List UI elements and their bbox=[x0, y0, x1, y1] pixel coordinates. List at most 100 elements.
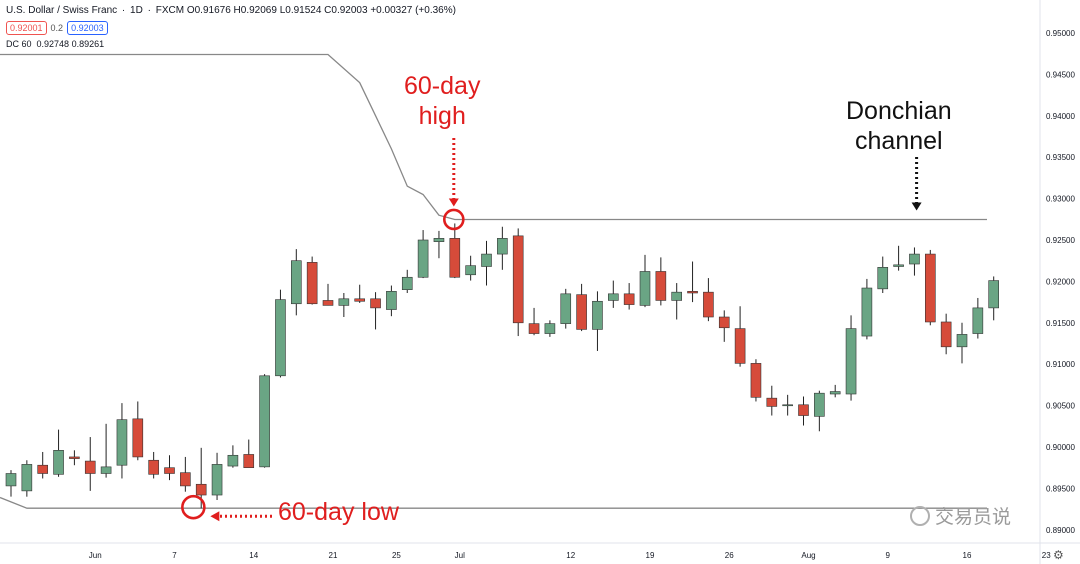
chart-header: U.S. Dollar / Swiss Franc · 1D · FXCM O0… bbox=[6, 5, 456, 16]
candle[interactable] bbox=[290, 249, 302, 316]
candle[interactable] bbox=[497, 226, 508, 270]
candle[interactable] bbox=[116, 403, 128, 479]
candle[interactable] bbox=[132, 401, 144, 461]
candle[interactable] bbox=[53, 429, 64, 477]
x-tick-label: 19 bbox=[646, 551, 655, 560]
candle[interactable] bbox=[5, 470, 17, 497]
bear-candle-body bbox=[449, 238, 461, 278]
candle[interactable] bbox=[671, 283, 683, 320]
candle[interactable] bbox=[306, 256, 318, 305]
y-tick-label: 0.94000 bbox=[1046, 112, 1075, 121]
candle[interactable] bbox=[180, 456, 191, 492]
candle[interactable] bbox=[893, 245, 904, 271]
candle[interactable] bbox=[988, 276, 1000, 321]
y-tick-label: 0.90500 bbox=[1046, 402, 1075, 411]
candle[interactable] bbox=[164, 455, 175, 481]
candle[interactable] bbox=[401, 269, 413, 293]
spread-value: 0.2 bbox=[50, 23, 64, 33]
x-tick-label: Jul bbox=[455, 551, 465, 560]
candle[interactable] bbox=[100, 423, 112, 478]
candle[interactable] bbox=[940, 313, 952, 355]
candle[interactable] bbox=[243, 439, 255, 468]
bull-candle-body bbox=[988, 280, 1000, 309]
candle[interactable] bbox=[322, 283, 334, 306]
candle[interactable] bbox=[354, 284, 366, 303]
bear-candle-body bbox=[718, 316, 730, 329]
x-tick-label: 21 bbox=[329, 551, 338, 560]
bull-candle-body bbox=[227, 454, 239, 467]
candle[interactable] bbox=[829, 384, 841, 398]
bull-candle-body bbox=[544, 323, 556, 334]
candle[interactable] bbox=[592, 291, 603, 351]
candle[interactable] bbox=[750, 359, 762, 402]
candle[interactable] bbox=[766, 385, 778, 416]
ask-price[interactable]: 0.92003 bbox=[67, 21, 108, 35]
bear-candle-body bbox=[132, 418, 144, 458]
candle[interactable] bbox=[861, 278, 873, 340]
candle[interactable] bbox=[338, 292, 350, 318]
candle[interactable] bbox=[560, 288, 572, 329]
candle[interactable] bbox=[449, 223, 461, 279]
candle[interactable] bbox=[909, 247, 920, 276]
bull-candle-body bbox=[814, 392, 825, 417]
candle[interactable] bbox=[386, 285, 397, 317]
candle[interactable] bbox=[718, 310, 730, 342]
annotation-donchian-channel: Donchian channel bbox=[846, 96, 952, 156]
bull-candle-body bbox=[592, 300, 603, 330]
candle[interactable] bbox=[956, 322, 968, 364]
candle[interactable] bbox=[544, 320, 556, 337]
bull-candle-body bbox=[861, 287, 873, 337]
bull-candle-body bbox=[211, 464, 223, 496]
candle[interactable] bbox=[655, 257, 667, 306]
y-tick-label: 0.91000 bbox=[1046, 360, 1075, 369]
candle[interactable] bbox=[782, 394, 793, 416]
donchian-channel bbox=[0, 53, 987, 509]
y-tick-label: 0.89500 bbox=[1046, 484, 1075, 493]
indicator-legend[interactable]: DC 60 0.92748 0.89261 bbox=[6, 39, 104, 49]
candle[interactable] bbox=[227, 445, 239, 468]
candle[interactable] bbox=[734, 306, 746, 367]
candle[interactable] bbox=[639, 254, 651, 308]
y-tick-label: 0.91500 bbox=[1046, 319, 1075, 328]
candle[interactable] bbox=[69, 450, 80, 466]
candle[interactable] bbox=[576, 283, 587, 332]
bull-candle-body bbox=[290, 260, 302, 305]
candle[interactable] bbox=[814, 390, 825, 432]
bear-candle-body bbox=[148, 459, 159, 475]
candle[interactable] bbox=[481, 240, 492, 286]
candle[interactable] bbox=[924, 249, 936, 326]
candle[interactable] bbox=[37, 451, 49, 479]
candle[interactable] bbox=[607, 280, 619, 308]
candle[interactable] bbox=[687, 261, 698, 303]
bear-candle-body bbox=[322, 300, 334, 306]
candle[interactable] bbox=[84, 437, 96, 491]
low-marker-circle bbox=[181, 494, 206, 520]
candle[interactable] bbox=[370, 292, 381, 330]
candle[interactable] bbox=[465, 255, 476, 281]
candles-group bbox=[5, 223, 1000, 509]
candle[interactable] bbox=[211, 452, 223, 500]
annotation-60-day-high: 60-day high bbox=[404, 71, 480, 131]
candle[interactable] bbox=[433, 230, 445, 259]
candle[interactable] bbox=[148, 451, 159, 479]
candle[interactable] bbox=[417, 230, 429, 279]
bid-price[interactable]: 0.92001 bbox=[6, 21, 47, 35]
settings-gear-icon[interactable]: ⚙ bbox=[1053, 548, 1064, 562]
candle[interactable] bbox=[21, 460, 33, 497]
candle[interactable] bbox=[512, 228, 524, 337]
candle[interactable] bbox=[275, 289, 286, 378]
candle[interactable] bbox=[972, 297, 984, 339]
candle[interactable] bbox=[703, 278, 714, 322]
candle[interactable] bbox=[798, 396, 809, 426]
candle[interactable] bbox=[877, 256, 889, 293]
bear-candle-body bbox=[69, 456, 80, 459]
candle[interactable] bbox=[528, 307, 540, 336]
interval-label[interactable]: 1D bbox=[130, 5, 143, 16]
symbol-title[interactable]: U.S. Dollar / Swiss Franc bbox=[6, 5, 118, 16]
candle[interactable] bbox=[845, 315, 857, 401]
bear-candle-body bbox=[370, 298, 381, 309]
bear-candle-body bbox=[512, 235, 524, 324]
candle[interactable] bbox=[259, 374, 270, 468]
candle[interactable] bbox=[623, 283, 635, 310]
